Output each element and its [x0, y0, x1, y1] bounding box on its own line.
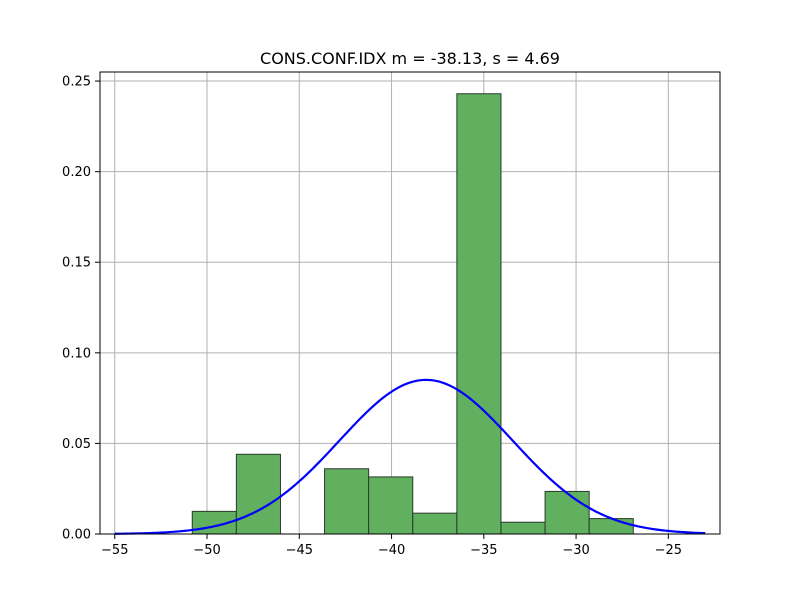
x-axis: −55 −50 −45 −40 −35 −30 −25 [101, 534, 682, 558]
histogram-bar [544, 490, 590, 535]
histogram-bar [235, 453, 281, 535]
normal-curve-layer [114, 378, 706, 535]
histogram-bar [500, 521, 546, 535]
x-tick-label: −30 [562, 543, 589, 558]
x-tick-label: −25 [655, 543, 682, 558]
y-tick-label: 0.05 [62, 437, 91, 452]
x-tick-label: −40 [378, 543, 405, 558]
histogram-bar [456, 93, 502, 535]
y-tick-label: 0.25 [62, 75, 91, 90]
y-axis: 0.00 0.05 0.10 0.15 0.20 0.25 [62, 75, 100, 543]
plot-area-frame [99, 71, 721, 535]
y-tick-label: 0.00 [62, 528, 91, 543]
x-tick-label: −50 [193, 543, 220, 558]
x-tick-label: −35 [470, 543, 497, 558]
chart-title: CONS.CONF.IDX m = -38.13, s = 4.69 [260, 49, 560, 68]
y-tick-label: 0.10 [62, 346, 91, 361]
x-tick-label: −45 [286, 543, 313, 558]
histogram-bar [412, 512, 458, 535]
histogram-bar [324, 468, 370, 535]
y-tick-label: 0.15 [62, 256, 91, 271]
grid-layer [100, 72, 720, 535]
normal-fit-curve [114, 378, 706, 535]
histogram-bars [191, 93, 634, 535]
histogram-bar [368, 476, 414, 535]
y-tick-label: 0.20 [62, 165, 91, 180]
x-tick-label: −55 [101, 543, 128, 558]
histogram-bar [588, 518, 634, 535]
